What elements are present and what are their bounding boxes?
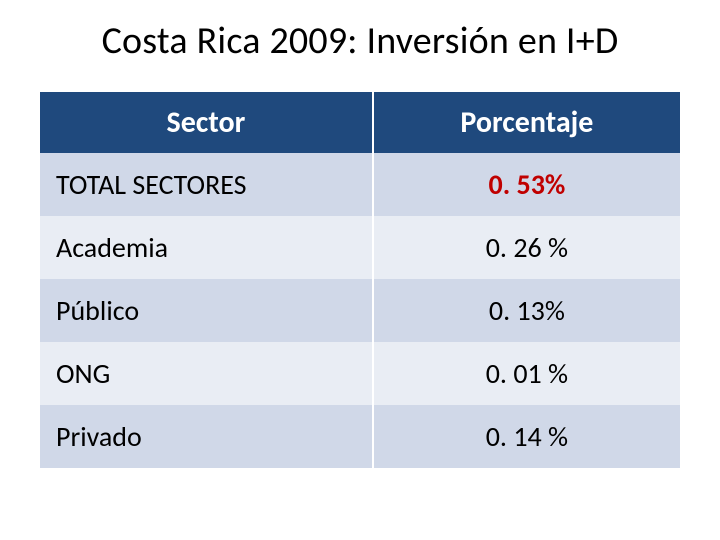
data-table: Sector Porcentaje TOTAL SECTORES 0. 53% … [40,92,680,468]
table-row: Privado 0. 14 % [40,405,680,468]
cell-value: 0. 14 % [373,405,680,468]
cell-sector: ONG [40,342,373,405]
col-header-value: Porcentaje [373,92,680,153]
cell-value: 0. 01 % [373,342,680,405]
cell-value: 0. 26 % [373,216,680,279]
table-row: TOTAL SECTORES 0. 53% [40,153,680,216]
cell-sector: Público [40,279,373,342]
cell-sector: Academia [40,216,373,279]
table-row: Público 0. 13% [40,279,680,342]
cell-value: 0. 53% [373,153,680,216]
cell-sector: Privado [40,405,373,468]
table-row: ONG 0. 01 % [40,342,680,405]
slide-title: Costa Rica 2009: Inversión en I+D [30,18,690,64]
col-header-sector: Sector [40,92,373,153]
slide: Costa Rica 2009: Inversión en I+D Sector… [0,0,720,540]
table-row: Academia 0. 26 % [40,216,680,279]
table-header-row: Sector Porcentaje [40,92,680,153]
cell-value: 0. 13% [373,279,680,342]
cell-sector: TOTAL SECTORES [40,153,373,216]
